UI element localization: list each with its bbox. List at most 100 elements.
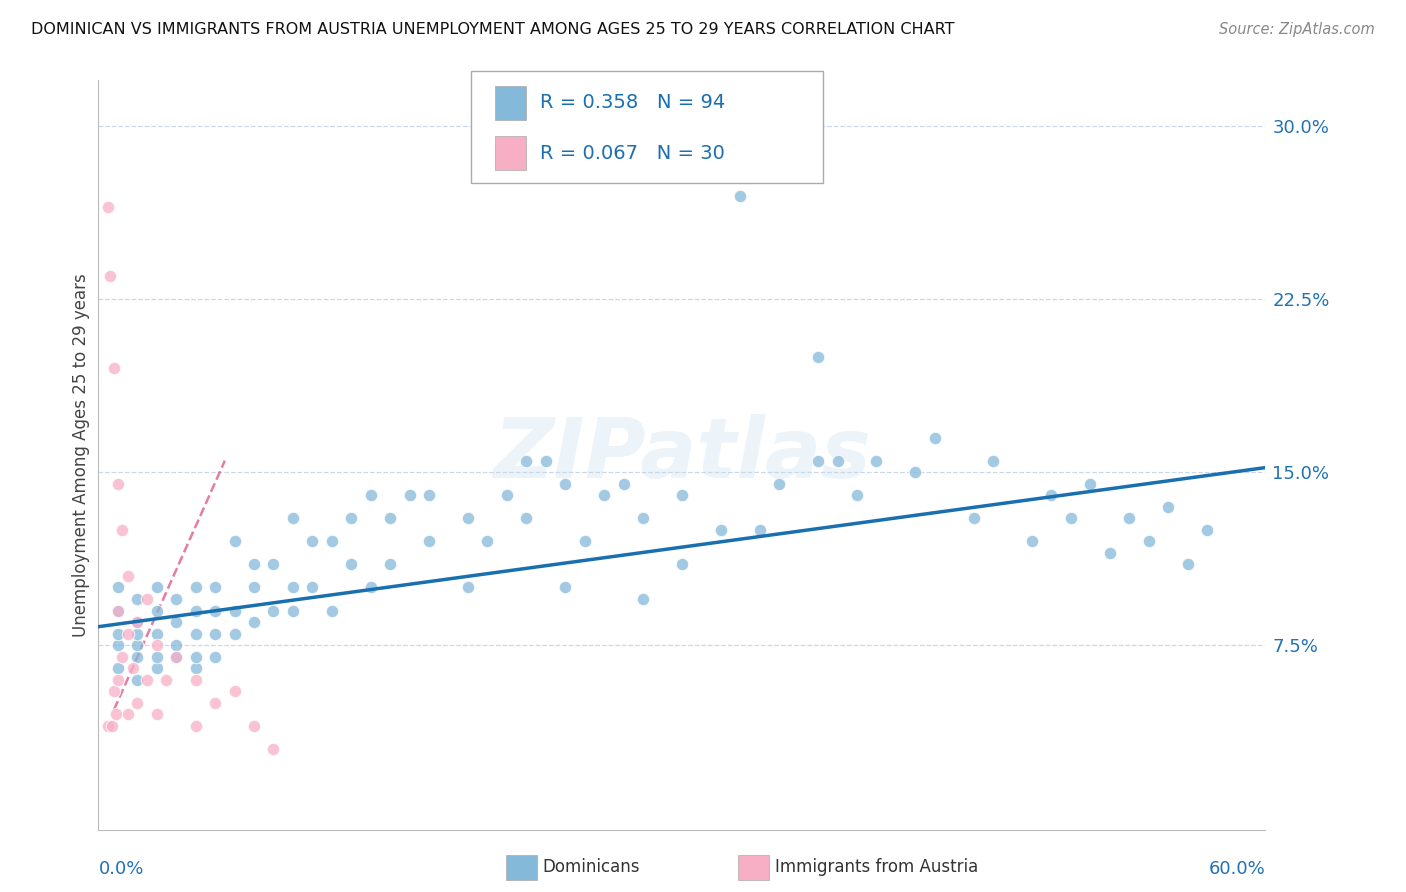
Text: 60.0%: 60.0%	[1209, 860, 1265, 878]
Point	[243, 719, 266, 733]
Text: 0.0%: 0.0%	[98, 860, 143, 878]
Point	[146, 581, 169, 595]
Point	[107, 603, 129, 617]
Point	[1157, 500, 1180, 514]
Point	[146, 661, 169, 675]
Point	[155, 673, 177, 687]
Point	[117, 707, 139, 722]
Point	[924, 431, 946, 445]
Point	[111, 523, 134, 537]
Point	[184, 673, 207, 687]
Point	[127, 615, 149, 629]
Point	[98, 269, 121, 284]
Point	[534, 453, 557, 467]
Point	[243, 558, 266, 572]
Point	[515, 511, 537, 525]
Point	[768, 476, 790, 491]
Point	[111, 649, 134, 664]
Point	[127, 673, 149, 687]
Point	[827, 453, 849, 467]
Point	[146, 603, 169, 617]
Point	[136, 592, 159, 607]
Text: DOMINICAN VS IMMIGRANTS FROM AUSTRIA UNEMPLOYMENT AMONG AGES 25 TO 29 YEARS CORR: DOMINICAN VS IMMIGRANTS FROM AUSTRIA UNE…	[31, 22, 955, 37]
Point	[613, 476, 636, 491]
Point	[107, 626, 129, 640]
Point	[671, 488, 693, 502]
Point	[262, 558, 284, 572]
Point	[224, 534, 246, 549]
Point	[146, 626, 169, 640]
Point	[107, 581, 129, 595]
Point	[748, 523, 770, 537]
Point	[360, 488, 382, 502]
Point	[262, 603, 284, 617]
Point	[165, 592, 187, 607]
Point	[730, 188, 752, 202]
Point	[165, 615, 187, 629]
Point	[865, 453, 887, 467]
Point	[243, 581, 266, 595]
Point	[224, 626, 246, 640]
Point	[380, 511, 402, 525]
Point	[380, 558, 402, 572]
Point	[321, 534, 343, 549]
Point	[631, 592, 654, 607]
Point	[184, 661, 207, 675]
Point	[496, 488, 519, 502]
Point	[117, 626, 139, 640]
Point	[301, 581, 323, 595]
Point	[846, 488, 869, 502]
Point	[281, 603, 304, 617]
Point	[1098, 546, 1121, 560]
Point	[574, 534, 596, 549]
Point	[184, 581, 207, 595]
Point	[981, 453, 1004, 467]
Point	[117, 569, 139, 583]
Point	[1195, 523, 1218, 537]
Point	[224, 603, 246, 617]
Point	[107, 638, 129, 652]
Point	[1080, 476, 1102, 491]
Point	[904, 465, 927, 479]
Point	[127, 696, 149, 710]
Point	[1177, 558, 1199, 572]
Point	[104, 707, 127, 722]
Point	[515, 453, 537, 467]
Text: R = 0.358   N = 94: R = 0.358 N = 94	[540, 93, 725, 112]
Point	[107, 661, 129, 675]
Point	[136, 673, 159, 687]
Text: Dominicans: Dominicans	[543, 858, 640, 876]
Point	[243, 615, 266, 629]
Point	[146, 638, 169, 652]
Point	[107, 476, 129, 491]
Point	[398, 488, 420, 502]
Point	[1021, 534, 1043, 549]
Point	[1040, 488, 1063, 502]
Point	[593, 488, 616, 502]
Y-axis label: Unemployment Among Ages 25 to 29 years: Unemployment Among Ages 25 to 29 years	[72, 273, 90, 637]
Point	[224, 684, 246, 698]
Point	[962, 511, 984, 525]
Point	[165, 649, 187, 664]
Point	[184, 649, 207, 664]
Point	[671, 558, 693, 572]
Text: R = 0.067   N = 30: R = 0.067 N = 30	[540, 144, 724, 163]
Point	[184, 719, 207, 733]
Point	[1137, 534, 1160, 549]
Point	[262, 742, 284, 756]
Point	[127, 615, 149, 629]
Point	[165, 638, 187, 652]
Point	[281, 511, 304, 525]
Point	[204, 603, 226, 617]
Point	[360, 581, 382, 595]
Point	[321, 603, 343, 617]
Point	[418, 488, 440, 502]
Point	[103, 684, 125, 698]
Point	[127, 592, 149, 607]
Point	[477, 534, 499, 549]
Point	[97, 200, 120, 214]
Point	[107, 673, 129, 687]
Point	[807, 453, 830, 467]
Text: Immigrants from Austria: Immigrants from Austria	[775, 858, 979, 876]
Point	[184, 603, 207, 617]
